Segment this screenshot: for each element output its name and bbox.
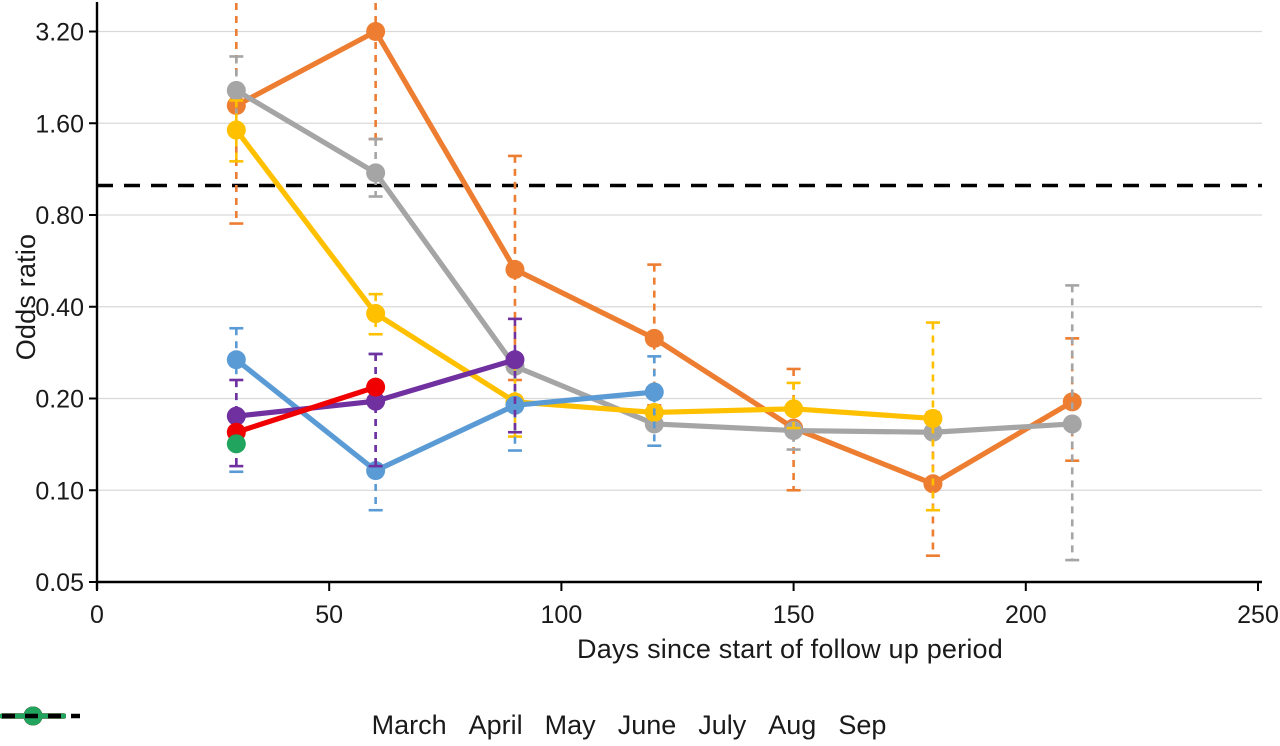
data-point-june-30: [226, 350, 246, 370]
series-line-april: [233, 87, 1075, 435]
data-point-april-210: [1062, 414, 1082, 434]
series-line-june: [233, 357, 657, 474]
series-line-aug: [233, 384, 379, 435]
legend-label-july: July: [698, 709, 747, 740]
x-tick-label: 50: [315, 601, 343, 629]
legend: March April May June July Aug Sep: [0, 704, 1280, 746]
data-point-march-210: [1062, 392, 1082, 412]
data-point-may-180: [923, 408, 943, 428]
legend-label-sep: Sep: [838, 709, 887, 740]
y-tick-label: 0.80: [35, 202, 84, 230]
series-line-may: [233, 127, 936, 422]
series-aug: [226, 377, 386, 442]
legend-item-march: March: [0, 706, 447, 741]
data-point-april-30: [226, 80, 246, 100]
legend-label-april: April: [468, 709, 523, 740]
data-point-aug-60: [366, 377, 386, 397]
x-tick-label: 100: [541, 601, 583, 629]
data-point-march-90: [505, 260, 525, 280]
data-point-april-60: [366, 163, 386, 183]
data-point-june-120: [644, 382, 664, 402]
data-point-march-120: [644, 328, 664, 348]
y-tick-label: 0.40: [35, 294, 84, 322]
series-march: [226, 3, 1082, 557]
x-axis-title: Days since start of follow up period: [577, 634, 1003, 664]
x-tick-label: 0: [90, 601, 104, 629]
data-point-july-30: [226, 406, 246, 426]
legend-item-june: June: [0, 706, 677, 741]
data-point-may-60: [366, 304, 386, 324]
y-axis-title: Odds ratio: [11, 233, 41, 361]
data-point-march-60: [366, 22, 386, 41]
legend-label-may: May: [544, 709, 596, 740]
data-point-may-30: [226, 120, 246, 140]
legend-marker-dashed-line: [2, 713, 80, 719]
data-point-april-150: [784, 421, 804, 441]
legend-item-sep: Sep: [0, 706, 887, 741]
legend-item-aug: Aug: [0, 706, 817, 741]
y-tick-label: 1.60: [35, 110, 84, 138]
axes: 3.20 1.60 0.80 0.40 0.20 0.10 0.050 50 100 150 200…: [35, 2, 1279, 629]
y-tick-label: 0.20: [35, 386, 84, 414]
x-tick-label: 200: [1005, 601, 1047, 629]
x-tick-label: 150: [773, 601, 815, 629]
legend-item-july: July: [0, 706, 747, 741]
legend-label-aug: Aug: [768, 709, 817, 740]
y-tick-label: 3.20: [35, 19, 84, 47]
data-point-july-60: [366, 391, 386, 411]
series-sep: [226, 434, 246, 454]
x-tick-label: 250: [1237, 601, 1279, 629]
data-point-may-150: [784, 399, 804, 419]
legend-item-april: April: [0, 706, 523, 741]
legend-label-june: June: [617, 709, 677, 740]
data-point-sep-30: [226, 434, 246, 454]
data-point-july-90: [505, 350, 525, 370]
y-tick-label: 0.05: [35, 569, 84, 597]
legend-label-march: March: [371, 709, 447, 740]
y-tick-label: 0.10: [35, 477, 84, 505]
data-point-june-90: [505, 395, 525, 415]
odds-ratio-line-chart: 3.20 1.60 0.80 0.40 0.20 0.10 0.050 50 100 150 200…: [35, 2, 1279, 629]
legend-item-may: May: [0, 706, 596, 741]
series-july: [226, 317, 525, 468]
